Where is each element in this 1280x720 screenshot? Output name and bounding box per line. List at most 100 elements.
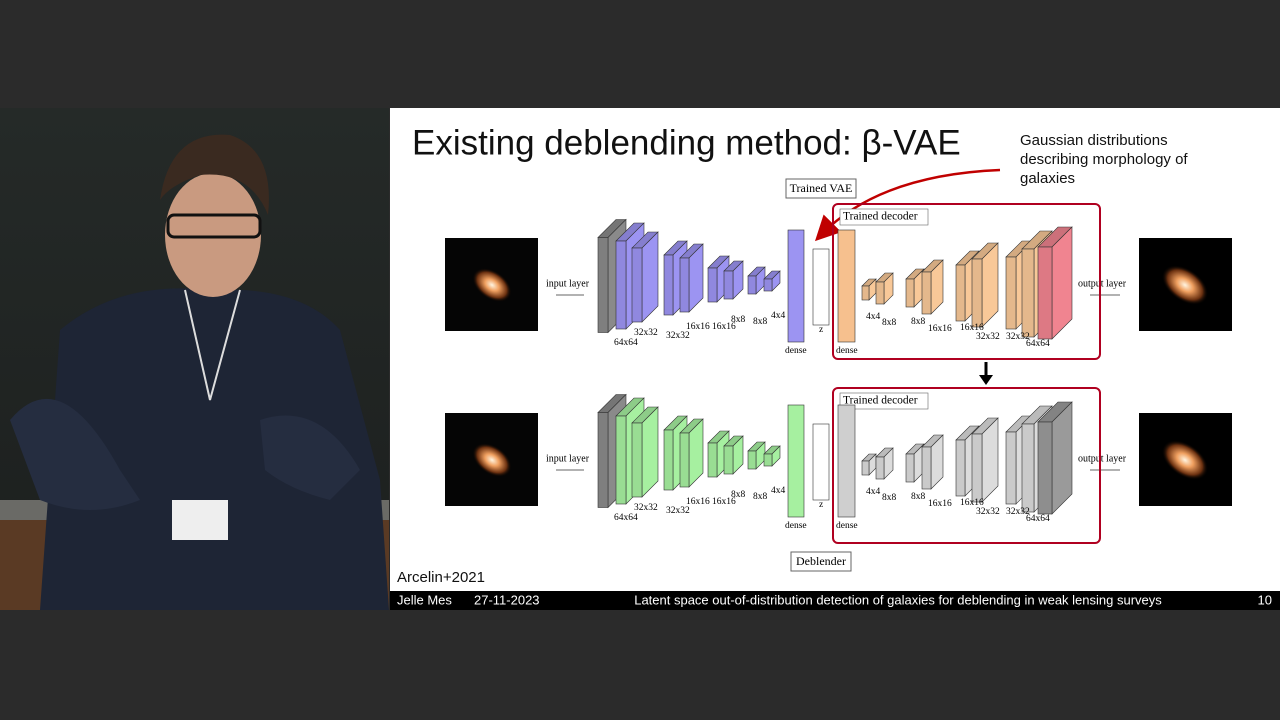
z-label: z [819,325,823,335]
galaxy [1161,440,1209,480]
layer-front [747,450,757,470]
annotation-arrow [814,168,1001,242]
layer-front [861,285,870,301]
annotation: describing morphology of [1020,151,1188,168]
z-label: z [819,500,823,510]
input-layer-label: input layer [546,278,590,289]
dense-layer [787,404,805,518]
layer-front [631,247,643,323]
layer-size-label: 64x64 [1026,514,1050,524]
layer-size-label: 32x32 [666,331,690,341]
layer-side [641,231,659,323]
layer-size-label: 4x4 [771,486,786,496]
layer-front [875,281,885,305]
layer-front [955,264,966,322]
layer-size-label: 8x8 [731,490,746,500]
layer-front [707,442,718,478]
layer-front [615,240,627,330]
label-box [839,208,929,226]
layer-front [921,271,932,315]
layer-size-label: 32x32 [976,507,1000,517]
footer-date: 27-11-2023 [474,592,540,607]
layer-size-label: 4x4 [866,487,881,497]
layer-front [631,422,643,498]
footer-bar [390,591,1280,610]
decoder-frame [832,387,1101,544]
layer-front [955,439,966,497]
layer-size-label: 4x4 [771,311,786,321]
layer-front [1005,431,1017,505]
layer-side [1051,226,1073,340]
layer-front [1021,248,1035,338]
layer-size-label: 64x64 [614,338,638,348]
layer-side [641,406,659,498]
layer-size-label: 16x16 [928,499,952,509]
dense-label: dense [836,346,858,356]
layer-size-label: 32x32 [1006,332,1030,342]
speaker-video [0,108,389,610]
layer-front [1037,421,1053,515]
layer-side [1051,401,1073,515]
decoder-frame [832,203,1101,360]
galaxy [472,267,512,303]
layer-size-label: 16x16 [686,497,710,507]
layer-size-label: 8x8 [731,315,746,325]
dense-label: dense [836,521,858,531]
input-layer-label: input layer [546,453,590,464]
arrow-head [979,375,993,385]
layer-front [763,278,773,292]
dense-layer [837,404,856,518]
layer-size-label: 8x8 [882,318,897,328]
deblender-label: Deblender [796,554,846,568]
layer-front [679,432,690,488]
layer-size-label: 16x16 [712,322,736,332]
slide-title: Existing deblending method: β-VAE [412,123,961,162]
label-box [790,551,852,572]
layer-front [1005,256,1017,330]
layer-size-label: 8x8 [911,317,926,327]
layer-size-label: 4x4 [866,312,881,322]
layer-size-label: 16x16 [712,497,736,507]
galaxy [472,442,512,478]
layer-front [679,257,690,313]
layer-size-label: 16x16 [960,323,984,333]
layer-front [663,429,674,491]
layer-front [861,460,870,476]
layer-size-label: 32x32 [976,332,1000,342]
layer-size-label: 32x32 [634,328,658,338]
layer-size-label: 32x32 [666,506,690,516]
annotation: Gaussian distributions [1020,132,1168,149]
galaxy [1161,265,1209,305]
label-box [785,178,857,199]
layer-size-label: 16x16 [928,324,952,334]
layer-front [763,453,773,467]
layer-size-label: 8x8 [753,492,768,502]
layer-size-label: 8x8 [753,317,768,327]
dense-label: dense [785,521,807,531]
footer-title: Latent space out-of-distribution detecti… [634,592,1162,607]
layer-front [597,237,609,333]
decoder-label: Trained decoder [843,395,918,407]
dense-layer [787,229,805,343]
layer-size-label: 32x32 [1006,507,1030,517]
layer-front [921,446,932,490]
layer-size-label: 8x8 [882,493,897,503]
dense-label: dense [785,346,807,356]
dense-layer [837,229,856,343]
label-box [839,392,929,410]
layer-front [1021,423,1035,513]
layer-front [971,258,983,328]
layer-front [971,433,983,503]
layer-size-label: 16x16 [960,498,984,508]
layer-front [597,412,609,508]
layer-size-label: 16x16 [686,322,710,332]
output-layer-label: output layer [1078,453,1127,464]
footer-author: Jelle Mes [397,592,452,607]
citation: Arcelin+2021 [397,569,485,586]
layer-size-label: 64x64 [614,513,638,523]
layer-size-label: 32x32 [634,503,658,513]
latent-z [812,423,830,501]
latent-z [812,248,830,326]
